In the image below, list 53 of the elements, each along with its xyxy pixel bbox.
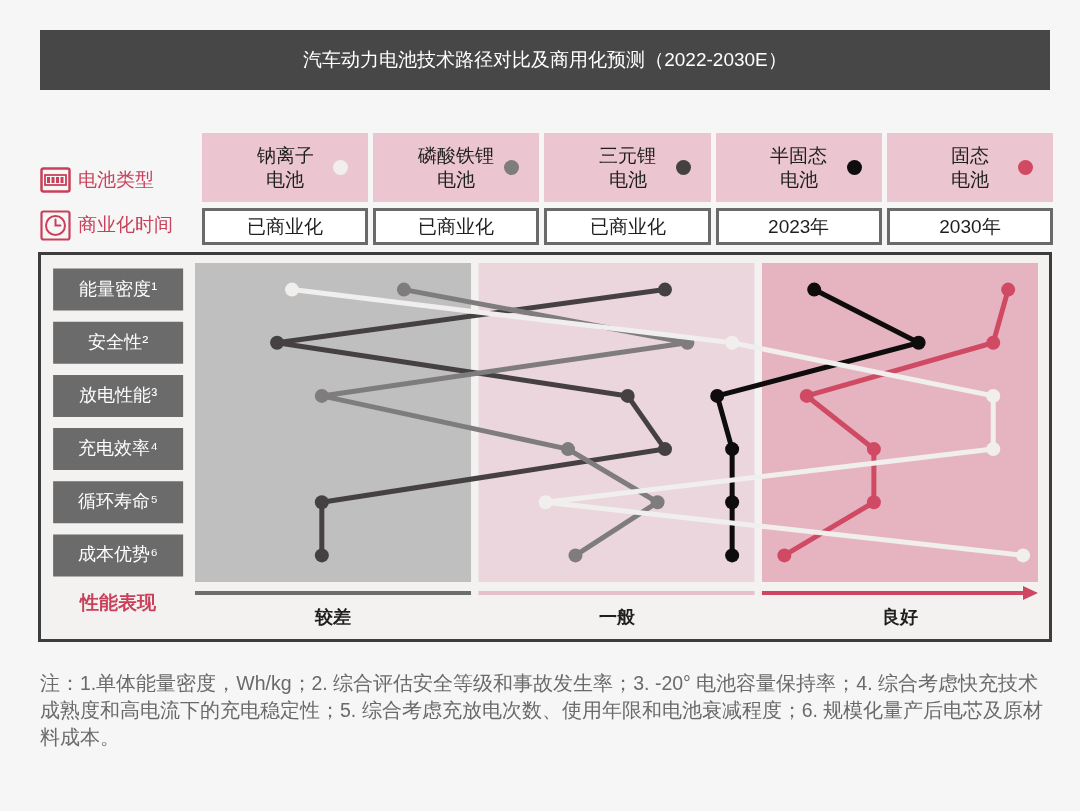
- point: [986, 442, 1001, 457]
- point: [657, 442, 672, 457]
- point: [284, 282, 299, 297]
- point: [538, 495, 553, 510]
- y-tick-label: 充电效率⁴: [78, 438, 158, 459]
- y-tick-label: 放电性能³: [79, 384, 158, 405]
- point: [725, 335, 740, 350]
- point: [777, 548, 792, 563]
- point: [911, 335, 926, 350]
- point: [866, 495, 881, 510]
- legend-label: 半固态电池: [770, 143, 828, 192]
- point: [1001, 282, 1016, 297]
- point: [986, 335, 1001, 350]
- point: [270, 335, 285, 350]
- legend-label: 钠离子电池: [256, 143, 314, 192]
- y-tick-label: 能量密度¹: [79, 278, 158, 299]
- point: [568, 548, 583, 563]
- band-label: 良好: [881, 606, 918, 627]
- chart-title: 汽车动力电池技术路径对比及商用化预测（2022-2030E）: [40, 30, 1050, 90]
- point: [866, 442, 881, 457]
- text: 注：1.单体能量密度，Wh/kg；2. 综合评估安全等级和事故发生率；3. -20° 电池容量保持率；4. 综合考虑快充技术成熟度和高电流下的充电稳定性；5. 综合考虑充放电次数、使用年限和电池衰减程度；6. 规模化量产后电芯及原材料成本。: [40, 671, 1045, 750]
- point: [725, 442, 740, 457]
- y-tick-label: 循环寿命⁵: [78, 491, 158, 512]
- legend-title: 电池类型: [78, 168, 154, 192]
- band-label: 一般: [598, 606, 636, 627]
- legend-label: 固态电池: [950, 143, 989, 192]
- text: 已商业化: [373, 208, 540, 245]
- point: [561, 442, 576, 457]
- point: [807, 282, 822, 297]
- legend-label: 三元锂电池: [599, 143, 656, 192]
- text: 已商业化: [544, 208, 711, 245]
- point: [650, 495, 665, 510]
- point: [396, 282, 411, 297]
- text: 2030年: [886, 208, 1054, 245]
- band-label: 较差: [314, 606, 352, 627]
- point: [314, 495, 329, 510]
- text: 已商业化: [202, 208, 369, 245]
- point: [1016, 548, 1031, 563]
- y-tick-label: 成本优势⁶: [78, 544, 158, 565]
- point: [657, 282, 672, 297]
- point: [710, 388, 725, 403]
- point: [986, 388, 1001, 403]
- y-tick-label: 安全性²: [88, 331, 149, 352]
- point: [725, 548, 740, 563]
- point: [314, 388, 329, 403]
- x-axis-title: 性能表现: [79, 592, 158, 614]
- text: 2023年: [715, 208, 882, 245]
- text: 商业化时间: [78, 213, 173, 237]
- point: [799, 388, 814, 403]
- point: [620, 388, 635, 403]
- point: [314, 548, 329, 563]
- legend-label: 磷酸铁锂电池: [418, 143, 495, 192]
- point: [725, 495, 740, 510]
